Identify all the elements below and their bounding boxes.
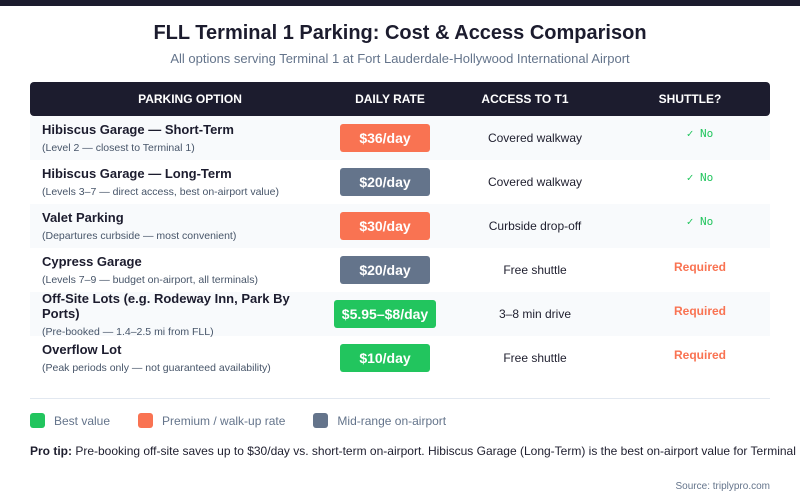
table-row: Overflow Lot (Peak periods only — not gua… [30,336,770,380]
legend-swatch [313,413,329,428]
header-daily-rate: DAILY RATE [355,92,425,106]
option-name: Off-Site Lots (e.g. Rodeway Inn, Park By… [42,290,290,321]
header-parking-option: PARKING OPTION [138,92,242,106]
option-detail: (Level 2 — closest to Terminal 1) [42,142,195,154]
access-cell: Covered walkway [487,175,583,189]
shuttle-required: Required [673,260,726,274]
pro-tip-text: Pre-booking off-site saves up to $30/day… [72,444,800,458]
table-row: Cypress Garage (Levels 7–9 — budget on-ai… [30,248,770,292]
legend-label: Premium / walk-up rate [162,413,286,428]
table-row: Valet Parking (Departures curbside — most… [30,204,770,248]
option-name: Hibiscus Garage — Short-Term [42,122,234,137]
option-name: Overflow Lot [42,342,122,357]
rate-badge: $36/day [340,124,430,152]
shuttle-required: Required [673,304,726,318]
rate-badge: $10/day [340,344,430,372]
parking-option-cell: Cypress Garage (Levels 7–9 — budget on-ai… [30,254,330,286]
option-name: Valet Parking [42,210,124,225]
comparison-table: PARKING OPTION DAILY RATE ACCESS TO T1 S… [30,82,770,380]
access-cell: Free shuttle [503,351,567,365]
pro-tip-label: Pro tip: [30,444,72,458]
shuttle-required: Required [673,348,726,362]
rate-badge: $20/day [340,256,430,284]
option-detail: (Levels 7–9 — budget on-airport, all ter… [42,274,258,286]
rate-badge: $20/day [340,168,430,196]
shuttle-cell: Required [630,260,770,277]
shuttle-not-needed: ✓ No [686,127,714,140]
legend: Best value Premium / walk-up rate Mid-rang… [30,413,474,428]
legend-item: Mid-range on-airport [313,413,446,428]
shuttle-cell: ✓ No [630,127,770,145]
legend-swatch [30,413,45,428]
option-detail: (Pre-booked — 1.4–2.5 mi from FLL) [42,325,214,338]
source-credit: Source: triplypro.com [675,481,770,492]
option-detail: (Departures curbside — most convenient) [42,230,237,242]
shuttle-not-needed: ✓ No [686,215,714,228]
table-row: Hibiscus Garage — Short-Term (Level 2 — c… [30,116,770,160]
access-cell: Covered walkway [487,131,583,145]
divider [30,398,770,399]
legend-label: Mid-range on-airport [337,413,447,428]
option-name: Cypress Garage [42,254,142,269]
access-cell: Free shuttle [503,263,567,277]
rate-cell: $5.95–$8/day [330,300,440,328]
option-name: Hibiscus Garage — Long-Term [42,166,232,181]
parking-option-cell: Hibiscus Garage — Short-Term (Level 2 — c… [30,122,330,154]
shuttle-not-needed: ✓ No [686,171,714,184]
shuttle-cell: ✓ No [630,171,770,189]
rate-badge: $5.95–$8/day [333,300,437,328]
header-access: ACCESS TO T1 [481,92,569,106]
shuttle-cell: Required [630,304,770,321]
access-cell: 3–8 min drive [498,307,572,321]
shuttle-cell: ✓ No [630,215,770,233]
option-detail: (Peak periods only — not guaranteed avai… [42,362,271,374]
access-cell: Curbside drop-off [488,219,582,233]
legend-label: Best value [54,413,111,428]
table-header: PARKING OPTION DAILY RATE ACCESS TO T1 S… [30,82,770,116]
rate-cell: $10/day [330,344,440,372]
table-row: Off-Site Lots (e.g. Rodeway Inn, Park By… [30,291,770,338]
top-bar [0,0,800,6]
parking-option-cell: Overflow Lot (Peak periods only — not gua… [30,342,330,374]
rate-cell: $36/day [330,124,440,152]
pro-tip: Pro tip: Pre-booking off-site saves up t… [30,444,800,458]
option-detail: (Levels 3–7 — direct access, best on-air… [42,186,279,198]
parking-option-cell: Valet Parking (Departures curbside — most… [30,210,330,242]
rate-badge: $30/day [340,212,430,240]
rate-cell: $30/day [330,212,440,240]
shuttle-cell: Required [630,348,770,365]
page-title: FLL Terminal 1 Parking: Cost & Access Co… [153,22,647,44]
parking-option-cell: Off-Site Lots (e.g. Rodeway Inn, Park By… [30,291,330,338]
legend-swatch [138,413,154,428]
legend-item: Best value [30,413,110,428]
rate-cell: $20/day [330,168,440,196]
parking-option-cell: Hibiscus Garage — Long-Term (Levels 3–7 —… [30,166,330,198]
page-subtitle: All options serving Terminal 1 at Fort L… [170,51,630,66]
header-shuttle: SHUTTLE? [658,92,722,106]
table-row: Hibiscus Garage — Long-Term (Levels 3–7 —… [30,160,770,204]
rate-cell: $20/day [330,256,440,284]
legend-item: Premium / walk-up rate [138,413,285,428]
